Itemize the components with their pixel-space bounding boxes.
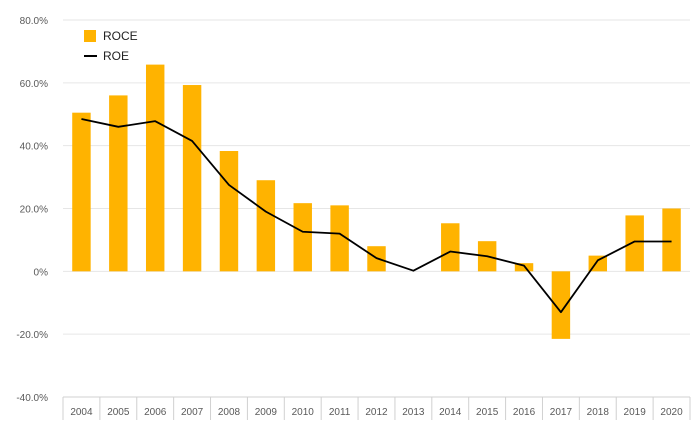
y-tick-label: 0% [34,267,49,278]
x-tick-label: 2005 [107,407,130,418]
x-tick-label: 2010 [292,407,315,418]
bar [330,205,349,272]
y-tick-label: -40.0% [16,393,48,404]
x-tick-label: 2011 [329,407,351,418]
x-tick-label: 2013 [402,407,425,418]
x-tick-label: 2006 [144,407,167,418]
legend-swatch-roce [84,30,96,42]
series-line-roe [81,118,672,314]
bar [514,263,534,272]
y-tick-label: -20.0% [16,330,48,341]
bar [109,95,128,272]
x-tick-label: 2018 [587,407,610,418]
bar [441,223,460,272]
y-tick-label: 60.0% [20,79,48,90]
bar [72,112,91,272]
bar [662,208,681,272]
x-tick-label: 2019 [624,407,647,418]
x-tick-label: 2015 [476,407,499,418]
bar [182,85,202,272]
bar [625,215,644,272]
legend-label-roe: ROE [103,49,129,63]
bar [551,271,571,339]
x-tick-label: 2016 [513,407,536,418]
y-tick-label: 20.0% [20,205,48,216]
x-tick-label: 2009 [255,407,278,418]
bar [293,203,312,272]
x-tick-label: 2004 [70,407,93,418]
bar [145,64,165,272]
y-tick-label: 40.0% [20,142,48,153]
legend-label-roce: ROCE [103,29,138,43]
x-tick-label: 2008 [218,407,241,418]
x-tick-label: 2012 [365,407,388,418]
x-tick-label: 2020 [660,407,683,418]
x-tick-label: 2007 [181,407,204,418]
x-tick-label: 2017 [550,407,573,418]
x-tick-label: 2014 [439,407,462,418]
bar [219,151,239,272]
bar [256,180,276,272]
y-tick-label: 80.0% [20,16,48,27]
